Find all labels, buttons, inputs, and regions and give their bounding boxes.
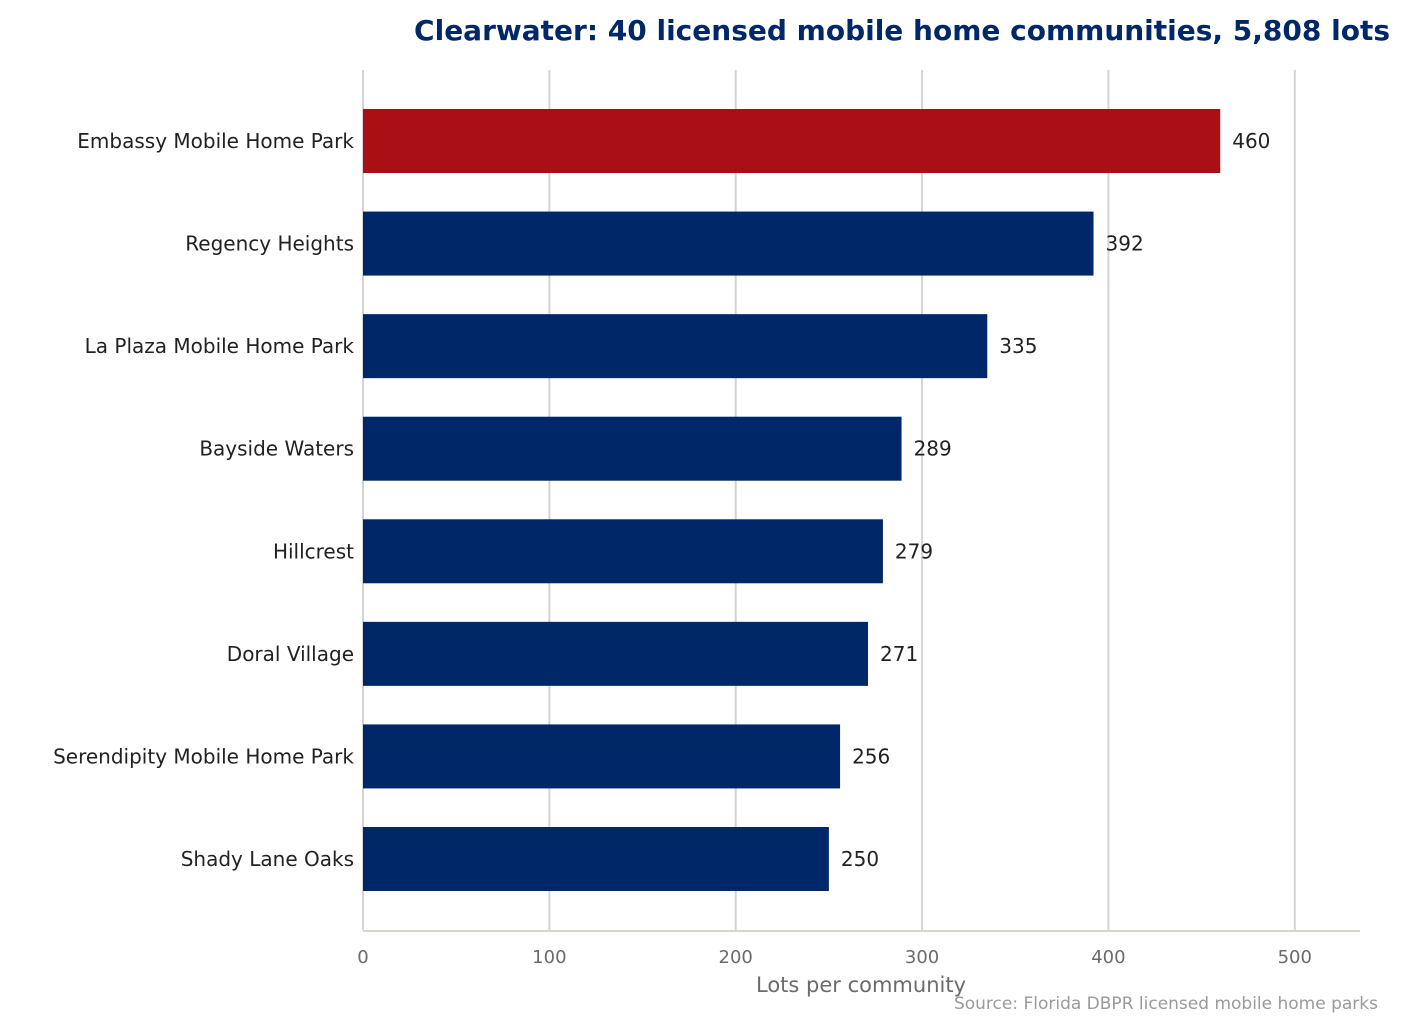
- category-label: Doral Village: [227, 642, 354, 666]
- value-label: 289: [914, 437, 952, 461]
- x-tick-label: 200: [719, 947, 753, 968]
- category-label: Hillcrest: [273, 539, 354, 563]
- bar-4: [363, 416, 902, 481]
- value-label: 271: [880, 642, 918, 666]
- grid-lines: [362, 70, 1296, 930]
- x-tick-label: 400: [1091, 947, 1125, 968]
- value-label: 256: [852, 744, 890, 768]
- value-label: 279: [895, 539, 933, 563]
- bar-5: [363, 519, 883, 584]
- x-tick-label: 100: [532, 947, 566, 968]
- category-labels: Embassy Mobile Home Park Regency Heights L…: [53, 129, 354, 871]
- category-label: Bayside Waters: [199, 437, 354, 461]
- value-label: 460: [1232, 129, 1270, 153]
- category-label: Serendipity Mobile Home Park: [53, 744, 354, 768]
- bars: [363, 109, 1221, 891]
- value-labels: 460 392 335 289 279 271 256 250: [841, 129, 1271, 871]
- x-tick-label: 300: [905, 947, 939, 968]
- value-label: 392: [1106, 232, 1144, 256]
- x-tick-label: 0: [357, 947, 368, 968]
- x-tick-label: 500: [1278, 947, 1312, 968]
- source-note: Source: Florida DBPR licensed mobile hom…: [954, 994, 1378, 1014]
- category-label: La Plaza Mobile Home Park: [85, 334, 355, 358]
- x-axis-title: Lots per community: [756, 973, 966, 997]
- bar-1: [363, 109, 1221, 173]
- bar-7: [363, 724, 841, 789]
- bar-8: [363, 827, 829, 891]
- chart-title: Clearwater: 40 licensed mobile home comm…: [414, 14, 1390, 47]
- x-axis-ticks: 0 100 200 300 400 500: [357, 947, 1312, 968]
- value-label: 335: [999, 334, 1037, 358]
- category-label: Shady Lane Oaks: [181, 847, 354, 871]
- category-label: Embassy Mobile Home Park: [77, 129, 354, 153]
- value-label: 250: [841, 847, 879, 871]
- bar-6: [363, 621, 869, 686]
- category-label: Regency Heights: [185, 232, 354, 256]
- bar-2: [363, 211, 1094, 276]
- bar-3: [363, 314, 988, 379]
